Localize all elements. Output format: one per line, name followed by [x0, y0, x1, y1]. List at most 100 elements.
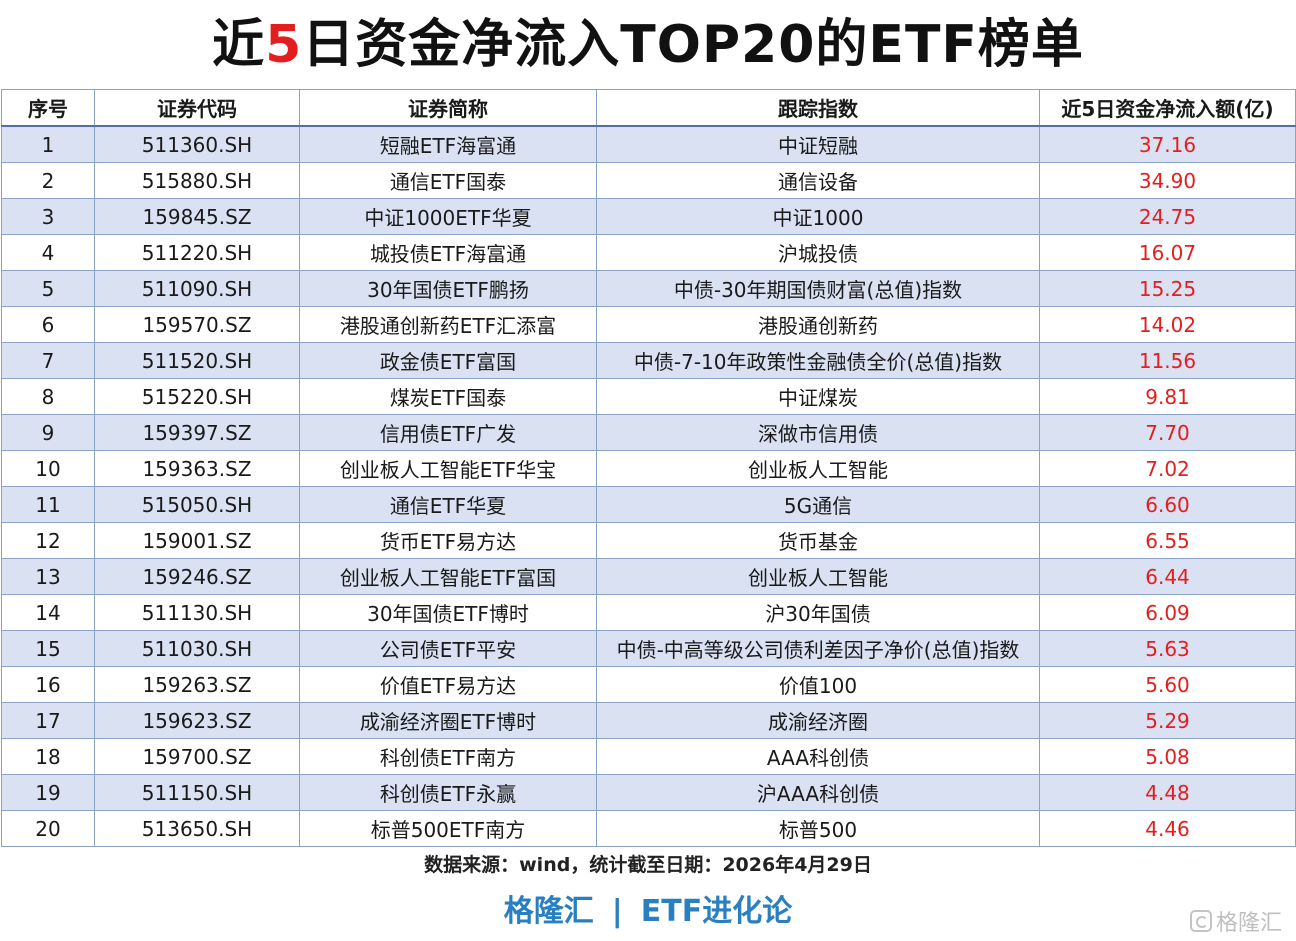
cell-name: 城投债ETF海富通 — [299, 234, 597, 271]
cell-name: 成渝经济圈ETF博时 — [299, 702, 597, 739]
data-source-note: 数据来源：wind，统计截至日期：2026年4月29日 — [424, 854, 872, 876]
cell-name: 30年国债ETF博时 — [299, 594, 597, 631]
cell-net-inflow: 9.81 — [1039, 378, 1296, 415]
cell-rank: 20 — [1, 810, 95, 847]
table-row: 6 159570.SZ 港股通创新药ETF汇添富 港股通创新药 14.02 — [1, 306, 1296, 343]
cell-index: 沪城投债 — [596, 234, 1040, 271]
cell-code: 159845.SZ — [94, 198, 300, 235]
cell-rank: 2 — [1, 162, 95, 199]
table-header-row: 序号 证券代码 证券简称 跟踪指数 近5日资金净流入额(亿) — [1, 89, 1296, 127]
footer-brand-name: 格隆汇 — [503, 894, 594, 929]
cell-code: 515050.SH — [94, 486, 300, 523]
cell-name: 煤炭ETF国泰 — [299, 378, 597, 415]
cell-code: 159570.SZ — [94, 306, 300, 343]
cell-net-inflow: 14.02 — [1039, 306, 1296, 343]
table-row: 2 515880.SH 通信ETF国泰 通信设备 34.90 — [1, 162, 1296, 199]
cell-rank: 17 — [1, 702, 95, 739]
cell-name: 价值ETF易方达 — [299, 666, 597, 703]
cell-code: 511150.SH — [94, 774, 300, 811]
cell-index: 深做市信用债 — [596, 414, 1040, 451]
cell-net-inflow: 7.70 — [1039, 414, 1296, 451]
cell-index: 创业板人工智能 — [596, 558, 1040, 595]
cell-net-inflow: 4.46 — [1039, 810, 1296, 847]
cell-code: 159397.SZ — [94, 414, 300, 451]
cell-net-inflow: 6.44 — [1039, 558, 1296, 595]
cell-code: 159246.SZ — [94, 558, 300, 595]
cell-index: 中证1000 — [596, 198, 1040, 235]
cell-net-inflow: 11.56 — [1039, 342, 1296, 379]
cell-code: 159700.SZ — [94, 738, 300, 775]
table-row: 3 159845.SZ 中证1000ETF华夏 中证1000 24.75 — [1, 198, 1296, 235]
cell-name: 中证1000ETF华夏 — [299, 198, 597, 235]
cell-rank: 7 — [1, 342, 95, 379]
cell-name: 信用债ETF广发 — [299, 414, 597, 451]
cell-name: 通信ETF国泰 — [299, 162, 597, 199]
table-row: 8 515220.SH 煤炭ETF国泰 中证煤炭 9.81 — [1, 378, 1296, 415]
cell-index: 通信设备 — [596, 162, 1040, 199]
cell-index: 中证煤炭 — [596, 378, 1040, 415]
cell-name: 货币ETF易方达 — [299, 522, 597, 559]
cell-net-inflow: 4.48 — [1039, 774, 1296, 811]
cell-name: 创业板人工智能ETF华宝 — [299, 450, 597, 487]
table-row: 10 159363.SZ 创业板人工智能ETF华宝 创业板人工智能 7.02 — [1, 450, 1296, 487]
cell-code: 159623.SZ — [94, 702, 300, 739]
cell-name: 短融ETF海富通 — [299, 125, 597, 163]
cell-code: 511520.SH — [94, 342, 300, 379]
header-name: 证券简称 — [299, 89, 597, 127]
table-row: 12 159001.SZ 货币ETF易方达 货币基金 6.55 — [1, 522, 1296, 559]
table-row: 14 511130.SH 30年国债ETF博时 沪30年国债 6.09 — [1, 594, 1296, 631]
cell-rank: 19 — [1, 774, 95, 811]
cell-net-inflow: 5.08 — [1039, 738, 1296, 775]
etf-ranking-table: 序号 证券代码 证券简称 跟踪指数 近5日资金净流入额(亿) 1 511360.S… — [1, 89, 1296, 847]
page-title: 近5日资金净流入TOP20的ETF榜单 — [0, 8, 1296, 82]
cell-name: 港股通创新药ETF汇添富 — [299, 306, 597, 343]
cell-net-inflow: 5.29 — [1039, 702, 1296, 739]
table-row: 15 511030.SH 公司债ETF平安 中债-中高等级公司债利差因子净价(总值)指… — [1, 630, 1296, 667]
cell-index: 价值100 — [596, 666, 1040, 703]
cell-net-inflow: 16.07 — [1039, 234, 1296, 271]
header-code: 证券代码 — [94, 89, 300, 127]
cell-index: 中债-中高等级公司债利差因子净价(总值)指数 — [596, 630, 1040, 667]
cell-rank: 3 — [1, 198, 95, 235]
cell-net-inflow: 6.60 — [1039, 486, 1296, 523]
cell-net-inflow: 15.25 — [1039, 270, 1296, 307]
cell-net-inflow: 34.90 — [1039, 162, 1296, 199]
cell-code: 511360.SH — [94, 125, 300, 163]
cell-name: 科创债ETF永赢 — [299, 774, 597, 811]
cell-index: AAA科创债 — [596, 738, 1040, 775]
cell-net-inflow: 5.60 — [1039, 666, 1296, 703]
cell-rank: 18 — [1, 738, 95, 775]
table-row: 1 511360.SH 短融ETF海富通 中证短融 37.16 — [1, 125, 1296, 163]
cell-index: 港股通创新药 — [596, 306, 1040, 343]
cell-index: 5G通信 — [596, 486, 1040, 523]
cell-code: 511220.SH — [94, 234, 300, 271]
cell-code: 159263.SZ — [94, 666, 300, 703]
cell-name: 科创债ETF南方 — [299, 738, 597, 775]
cell-index: 成渝经济圈 — [596, 702, 1040, 739]
cell-net-inflow: 24.75 — [1039, 198, 1296, 235]
cell-code: 159001.SZ — [94, 522, 300, 559]
cell-rank: 1 — [1, 125, 95, 163]
cell-rank: 9 — [1, 414, 95, 451]
cell-index: 创业板人工智能 — [596, 450, 1040, 487]
table-row: 11 515050.SH 通信ETF华夏 5G通信 6.60 — [1, 486, 1296, 523]
cell-rank: 5 — [1, 270, 95, 307]
cell-code: 159363.SZ — [94, 450, 300, 487]
cell-index: 沪30年国债 — [596, 594, 1040, 631]
cell-rank: 11 — [1, 486, 95, 523]
cell-net-inflow: 5.63 — [1039, 630, 1296, 667]
cell-index: 货币基金 — [596, 522, 1040, 559]
cell-net-inflow: 7.02 — [1039, 450, 1296, 487]
cell-index: 沪AAA科创债 — [596, 774, 1040, 811]
cell-rank: 16 — [1, 666, 95, 703]
cell-rank: 12 — [1, 522, 95, 559]
cell-code: 515220.SH — [94, 378, 300, 415]
cell-name: 政金债ETF富国 — [299, 342, 597, 379]
cell-rank: 14 — [1, 594, 95, 631]
table-row: 17 159623.SZ 成渝经济圈ETF博时 成渝经济圈 5.29 — [1, 702, 1296, 739]
cell-index: 中证短融 — [596, 125, 1040, 163]
cell-code: 511090.SH — [94, 270, 300, 307]
cell-rank: 4 — [1, 234, 95, 271]
footer-separator: | — [611, 894, 623, 929]
table-row: 16 159263.SZ 价值ETF易方达 价值100 5.60 — [1, 666, 1296, 703]
